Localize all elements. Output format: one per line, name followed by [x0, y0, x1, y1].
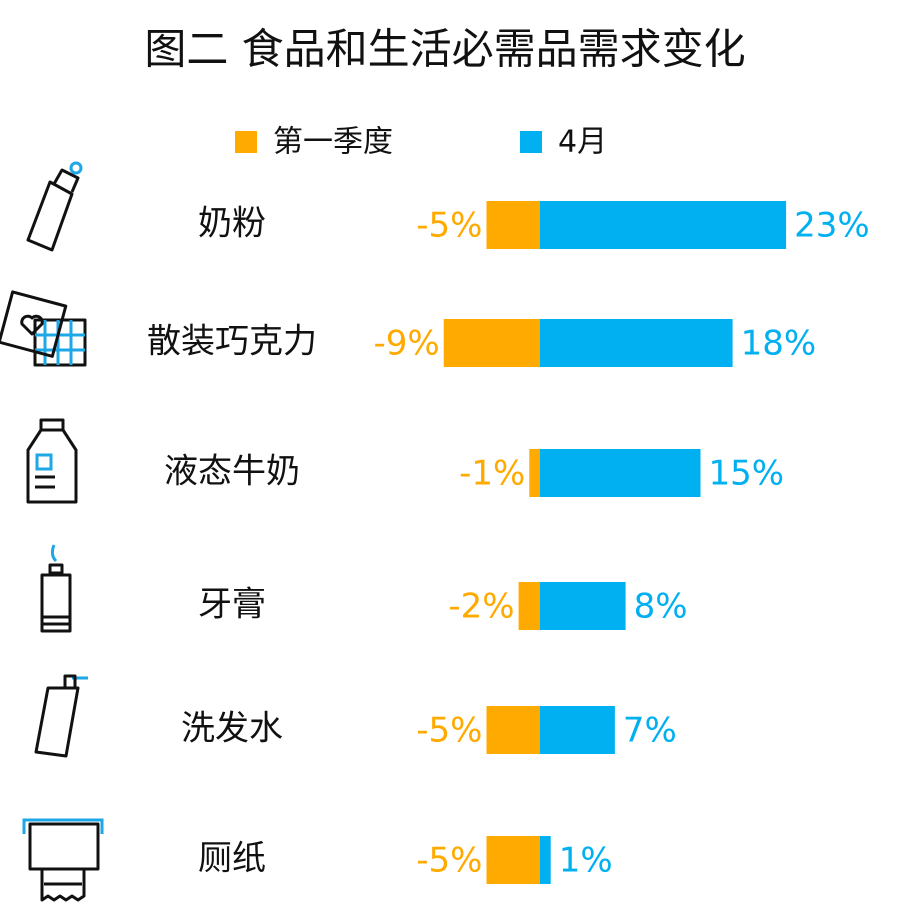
bar [540, 836, 551, 884]
chart-title: 图二 食品和生活必需品需求变化 [144, 25, 745, 74]
value-label: 15% [709, 454, 785, 494]
legend-label: 4月 [558, 125, 607, 160]
value-label: 1% [559, 841, 613, 881]
value-label: 7% [623, 711, 677, 751]
bar [486, 201, 540, 249]
category-label: 牙膏 [198, 585, 266, 625]
bar [540, 706, 615, 754]
bar [518, 582, 540, 630]
bar [540, 201, 787, 249]
legend-swatch [235, 131, 257, 153]
icon-chocolate [0, 290, 87, 367]
legend-label: 第一季度 [273, 125, 393, 160]
bar [540, 449, 701, 497]
bar [486, 836, 540, 884]
value-label: -5% [416, 711, 482, 751]
value-label: -5% [416, 841, 482, 881]
bar [529, 449, 540, 497]
bar [540, 582, 626, 630]
value-label: 18% [741, 324, 817, 364]
value-label: -2% [448, 587, 514, 627]
category-label: 散装巧克力 [147, 322, 317, 362]
icon-toiletpaper [22, 818, 104, 902]
category-label: 厕纸 [198, 839, 266, 879]
icon-bottle [26, 161, 83, 252]
bar [486, 706, 540, 754]
bar [540, 319, 733, 367]
value-label: -9% [373, 324, 439, 364]
legend-swatch [520, 131, 542, 153]
category-label: 液态牛奶 [164, 452, 300, 492]
icon-shampoo [34, 674, 88, 758]
icons [0, 161, 104, 902]
value-label: 23% [794, 206, 870, 246]
value-label: -1% [459, 454, 525, 494]
value-label: -5% [416, 206, 482, 246]
bar [443, 319, 540, 367]
icon-toothpaste [40, 544, 72, 633]
value-label: 8% [634, 587, 688, 627]
category-label: 奶粉 [198, 204, 266, 244]
icon-milk [26, 418, 78, 504]
category-label: 洗发水 [181, 709, 283, 749]
